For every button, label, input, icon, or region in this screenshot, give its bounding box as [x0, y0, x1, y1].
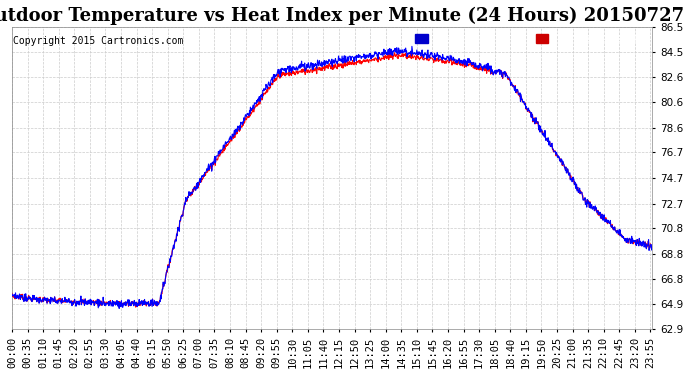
- Title: Outdoor Temperature vs Heat Index per Minute (24 Hours) 20150727: Outdoor Temperature vs Heat Index per Mi…: [0, 7, 684, 25]
- Text: Copyright 2015 Cartronics.com: Copyright 2015 Cartronics.com: [13, 36, 184, 46]
- Legend: Heat Index (°F), Temperature (°F): Heat Index (°F), Temperature (°F): [413, 32, 647, 46]
